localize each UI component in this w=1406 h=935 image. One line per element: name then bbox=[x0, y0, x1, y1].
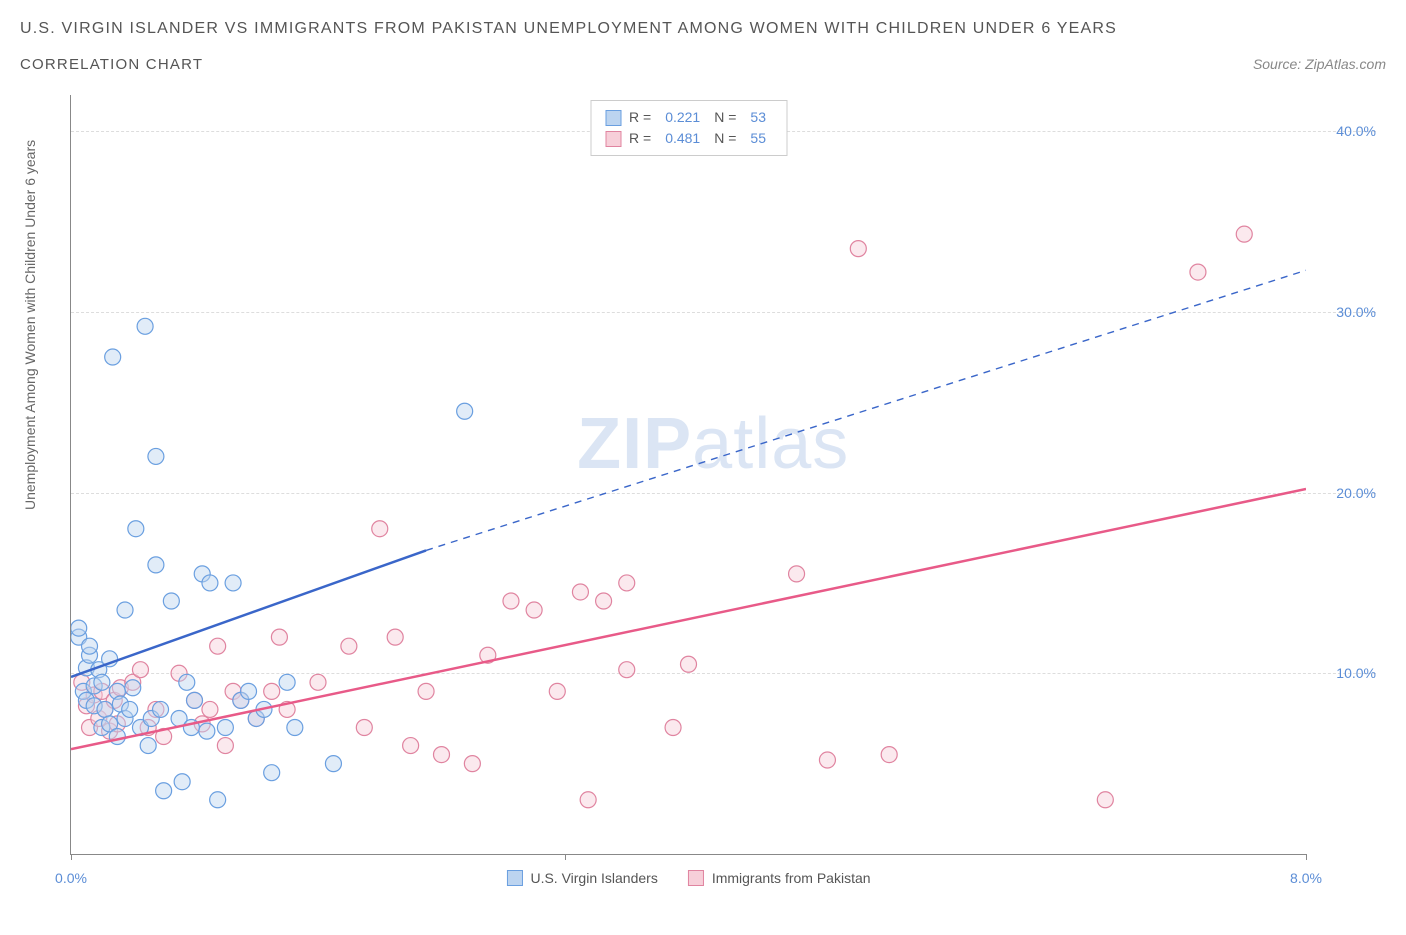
n-value-1: 55 bbox=[750, 128, 766, 149]
r-label-1: R = bbox=[629, 128, 651, 149]
swatch-blue bbox=[605, 110, 621, 126]
r-value-0: 0.221 bbox=[665, 107, 700, 128]
plot-wrapper: Unemployment Among Women with Children U… bbox=[20, 85, 1386, 915]
x-tick-mark bbox=[1306, 854, 1307, 860]
legend-row-blue: R = 0.221 N = 53 bbox=[605, 107, 772, 128]
chart-container: U.S. VIRGIN ISLANDER VS IMMIGRANTS FROM … bbox=[20, 20, 1386, 915]
x-tick-label: 0.0% bbox=[55, 870, 87, 886]
y-tick-label: 20.0% bbox=[1316, 485, 1376, 501]
x-tick-mark bbox=[71, 854, 72, 860]
y-tick-label: 40.0% bbox=[1316, 123, 1376, 139]
y-axis-label: Unemployment Among Women with Children U… bbox=[22, 490, 38, 510]
swatch-pink bbox=[605, 131, 621, 147]
x-tick-mark bbox=[565, 854, 566, 860]
r-value-1: 0.481 bbox=[665, 128, 700, 149]
r-label-0: R = bbox=[629, 107, 651, 128]
legend-bottom-blue: U.S. Virgin Islanders bbox=[506, 870, 657, 886]
x-tick-label: 8.0% bbox=[1290, 870, 1322, 886]
n-label-0: N = bbox=[714, 107, 736, 128]
legend-top: R = 0.221 N = 53 R = 0.481 N = 55 bbox=[590, 100, 787, 156]
chart-title-line1: U.S. VIRGIN ISLANDER VS IMMIGRANTS FROM … bbox=[20, 20, 1386, 38]
chart-svg bbox=[71, 95, 1306, 854]
title-row: CORRELATION CHART Source: ZipAtlas.com bbox=[20, 56, 1386, 73]
legend-bottom: U.S. Virgin Islanders Immigrants from Pa… bbox=[506, 870, 870, 886]
legend-row-pink: R = 0.481 N = 55 bbox=[605, 128, 772, 149]
swatch-blue-bottom bbox=[506, 870, 522, 886]
legend-bottom-label-1: Immigrants from Pakistan bbox=[712, 870, 871, 886]
n-label-1: N = bbox=[714, 128, 736, 149]
source-label: Source: ZipAtlas.com bbox=[1253, 56, 1386, 72]
legend-bottom-label-0: U.S. Virgin Islanders bbox=[530, 870, 657, 886]
y-tick-label: 30.0% bbox=[1316, 304, 1376, 320]
y-tick-label: 10.0% bbox=[1316, 665, 1376, 681]
chart-title-line2: CORRELATION CHART bbox=[20, 56, 203, 73]
swatch-pink-bottom bbox=[688, 870, 704, 886]
legend-bottom-pink: Immigrants from Pakistan bbox=[688, 870, 871, 886]
n-value-0: 53 bbox=[750, 107, 766, 128]
plot-area: ZIPatlas R = 0.221 N = 53 R = 0.481 N = … bbox=[70, 95, 1306, 855]
